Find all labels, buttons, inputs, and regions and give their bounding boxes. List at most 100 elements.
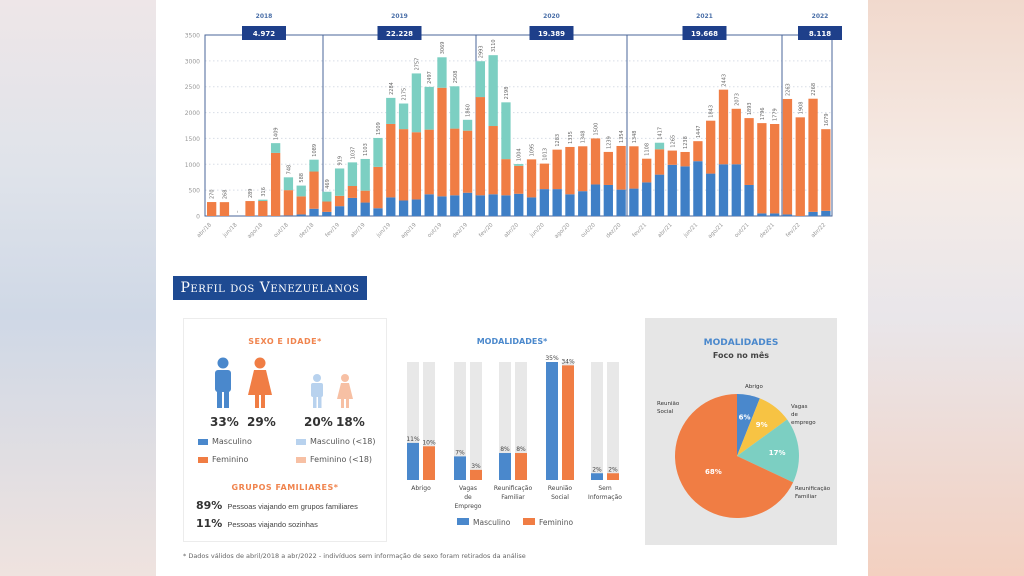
- legend-masculino: Masculino: [198, 437, 252, 446]
- bar-segment: [309, 159, 319, 172]
- bar-segment: [770, 124, 780, 214]
- y-tick-label: 500: [189, 188, 201, 195]
- bar-segment: [808, 98, 818, 212]
- bar-value-label: 2175: [402, 88, 408, 101]
- bar-segment: [667, 150, 677, 165]
- pie-slice-label: 17%: [769, 449, 786, 457]
- bar-segment: [706, 173, 716, 216]
- feminino-pct: 29%: [247, 415, 276, 429]
- y-tick-label: 3500: [185, 33, 200, 40]
- pie-slice-label: 68%: [705, 468, 722, 476]
- bar-value-label: 1095: [530, 144, 536, 157]
- bar-segment: [258, 201, 268, 216]
- pie-category-label: Reunificação: [795, 486, 831, 492]
- bar-value-label: 919: [338, 156, 344, 166]
- pie-category-label: emprego: [791, 420, 816, 426]
- bar-segment: [667, 164, 677, 216]
- pie-slice: [737, 394, 760, 456]
- year-label: 2020: [543, 13, 560, 20]
- familia-title: GRUPOS FAMILIARES*: [231, 483, 339, 492]
- bar-value-label: 2284: [389, 82, 395, 95]
- year-label: 2022: [812, 13, 829, 20]
- pie-category-label: Reunião: [657, 401, 680, 407]
- category-label: Familiar: [501, 494, 525, 501]
- bar-value-label: 1417: [658, 127, 664, 140]
- bar-segment: [347, 162, 358, 187]
- bar-masculino: [407, 442, 419, 480]
- bar-segment: [219, 202, 230, 216]
- bar-value-label: 1265: [670, 135, 676, 148]
- bar-background: [454, 362, 466, 480]
- bar-value-label: 1037: [350, 147, 356, 160]
- x-tick-label: out/21: [734, 222, 751, 239]
- bar-segment: [526, 159, 537, 198]
- bar-segment: [629, 188, 639, 216]
- bar-segment: [782, 214, 793, 216]
- bar-value-label: 289: [248, 189, 254, 199]
- bar-value-label: 8%: [500, 446, 510, 453]
- x-tick-label: ago/21: [707, 222, 725, 240]
- legend-label: Masculino: [473, 518, 511, 527]
- bar-segment: [603, 151, 613, 185]
- pie-slice: [737, 398, 788, 456]
- bar-value-label: 1409: [274, 127, 280, 140]
- bar-segment: [654, 142, 665, 150]
- bar-segment: [501, 195, 511, 216]
- modalidades-title: MODALIDADES*: [477, 337, 548, 346]
- y-tick-label: 2500: [185, 84, 200, 91]
- bar-segment: [654, 174, 665, 216]
- bar-segment: [552, 149, 562, 190]
- bar-segment: [475, 195, 486, 216]
- x-tick-label: dez/21: [759, 222, 776, 239]
- bar-value-label: 1509: [376, 122, 382, 135]
- bar-segment: [334, 195, 345, 207]
- bar-value-label: 2443: [721, 74, 727, 87]
- x-tick-label: abr/20: [503, 222, 520, 239]
- category-label: Informação: [588, 494, 622, 501]
- category-label: Emprego: [455, 503, 482, 510]
- bar-segment: [245, 201, 255, 216]
- bar-value-label: 3%: [471, 463, 481, 470]
- bar-value-label: 588: [299, 173, 305, 183]
- bar-segment: [821, 129, 831, 211]
- familia-row: 11% Pessoas viajando sozinhas: [196, 517, 318, 530]
- bar-segment: [475, 97, 486, 196]
- bar-segment: [514, 165, 524, 194]
- bar-segment: [565, 194, 575, 216]
- bar-segment: [270, 143, 281, 153]
- bar-segment: [565, 146, 575, 195]
- bar-background: [470, 362, 482, 480]
- bar-segment: [398, 103, 409, 130]
- x-tick-label: ago/19: [400, 222, 418, 240]
- bar-value-label: 1348: [581, 131, 587, 144]
- bar-segment: [731, 164, 741, 216]
- bar-background: [499, 362, 511, 480]
- bar-background: [591, 362, 603, 480]
- y-tick-label: 1500: [185, 136, 200, 143]
- x-tick-label: abr/19: [350, 222, 367, 239]
- bar-segment: [386, 123, 396, 198]
- x-tick-label: dez/20: [605, 222, 623, 240]
- bar-value-label: 1893: [747, 102, 753, 115]
- bar-segment: [450, 128, 460, 196]
- year-total: 19.668: [691, 30, 718, 38]
- bar-segment: [488, 194, 498, 216]
- legend-feminino-u18: Feminino (<18): [296, 455, 372, 464]
- bar-value-label: 1354: [619, 130, 625, 143]
- y-tick-label: 1000: [185, 162, 200, 169]
- bar-segment: [347, 197, 358, 216]
- bar-value-label: 1348: [632, 131, 638, 144]
- bar-segment: [373, 137, 383, 167]
- x-tick-label: abr/18: [196, 222, 213, 239]
- people-icons: [215, 357, 353, 408]
- bar-segment: [450, 86, 460, 129]
- bar-segment: [731, 108, 741, 165]
- bar-segment: [398, 129, 409, 201]
- bar-segment: [296, 214, 306, 216]
- bar-segment: [283, 177, 294, 191]
- pie-category-label: Social: [657, 409, 674, 415]
- bar-value-label: 34%: [561, 358, 575, 365]
- legend-swatch: [523, 518, 535, 525]
- bar-segment: [821, 210, 831, 216]
- bar-value-label: 7%: [455, 449, 465, 456]
